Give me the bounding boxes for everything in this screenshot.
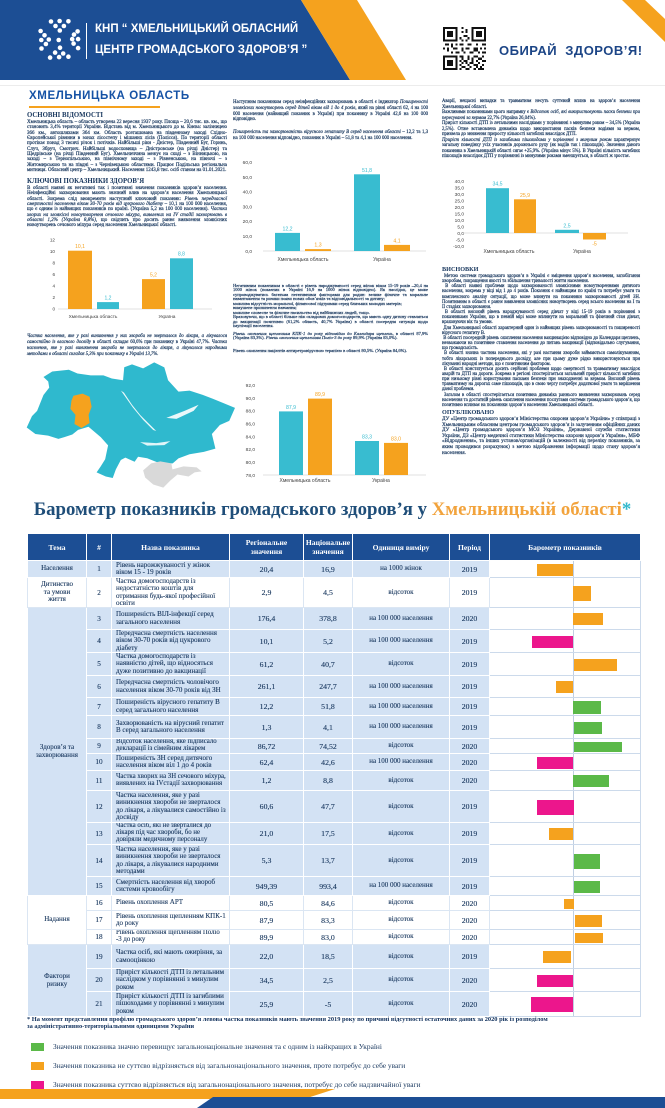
svg-text:2,5: 2,5 (563, 223, 570, 229)
svg-text:34,5: 34,5 (492, 182, 502, 188)
svg-text:50,0: 50,0 (243, 175, 253, 181)
svg-text:Україна: Україна (372, 478, 390, 484)
svg-text:30,0: 30,0 (243, 204, 253, 210)
svg-text:-5: -5 (592, 242, 597, 248)
svg-text:6: 6 (52, 272, 55, 277)
svg-text:10,1: 10,1 (75, 244, 85, 250)
svg-text:Україна: Україна (573, 249, 591, 255)
svg-text:83,3: 83,3 (362, 435, 372, 441)
svg-text:8,8: 8,8 (178, 252, 185, 258)
svg-text:30,0: 30,0 (455, 192, 465, 198)
svg-text:83,0: 83,0 (391, 436, 401, 442)
svg-text:0,0: 0,0 (457, 231, 464, 237)
svg-text:88,0: 88,0 (246, 409, 256, 415)
svg-text:25,9: 25,9 (520, 193, 530, 199)
svg-text:Хмельницька область: Хмельницька область (484, 249, 535, 255)
svg-text:-5,0: -5,0 (456, 238, 465, 244)
svg-text:0: 0 (52, 307, 55, 312)
svg-text:12: 12 (50, 238, 56, 243)
svg-text:8: 8 (52, 261, 55, 266)
svg-text:40,0: 40,0 (243, 190, 253, 196)
svg-text:10,0: 10,0 (243, 234, 253, 240)
svg-text:-10,0: -10,0 (453, 244, 464, 250)
svg-text:10,0: 10,0 (455, 218, 465, 224)
svg-text:87,9: 87,9 (286, 405, 296, 411)
svg-text:20,0: 20,0 (243, 219, 253, 225)
svg-text:2: 2 (52, 295, 55, 300)
svg-text:4,1: 4,1 (393, 238, 400, 244)
svg-text:Україна: Україна (159, 314, 176, 320)
svg-text:82,0: 82,0 (246, 447, 256, 453)
svg-text:5,0: 5,0 (457, 225, 464, 231)
svg-text:1,3: 1,3 (314, 243, 321, 249)
svg-text:40,0: 40,0 (455, 179, 465, 185)
svg-text:1,2: 1,2 (105, 296, 112, 302)
svg-text:35,0: 35,0 (455, 186, 465, 192)
svg-text:0,0: 0,0 (245, 249, 252, 255)
svg-text:90,0: 90,0 (246, 396, 256, 402)
svg-text:78,0: 78,0 (246, 473, 256, 479)
svg-text:12,2: 12,2 (282, 226, 292, 232)
svg-text:Хмельницька область: Хмельницька область (280, 478, 331, 484)
svg-text:51,8: 51,8 (362, 168, 372, 174)
svg-text:Хмельницька область: Хмельницька область (278, 257, 329, 263)
svg-text:15,0: 15,0 (455, 212, 465, 218)
svg-text:80,0: 80,0 (246, 460, 256, 466)
svg-text:20,0: 20,0 (455, 205, 465, 211)
svg-text:25,0: 25,0 (455, 199, 465, 205)
svg-text:4: 4 (52, 284, 55, 289)
svg-text:5,2: 5,2 (150, 273, 157, 279)
svg-text:10: 10 (50, 249, 56, 254)
svg-text:Україна: Україна (373, 257, 391, 263)
svg-text:92,0: 92,0 (246, 383, 256, 389)
svg-text:84,0: 84,0 (246, 434, 256, 440)
svg-text:86,0: 86,0 (246, 422, 256, 428)
svg-text:89,9: 89,9 (315, 392, 325, 398)
svg-text:60,0: 60,0 (243, 160, 253, 166)
svg-text:Хмельницька область: Хмельницька область (69, 314, 118, 320)
